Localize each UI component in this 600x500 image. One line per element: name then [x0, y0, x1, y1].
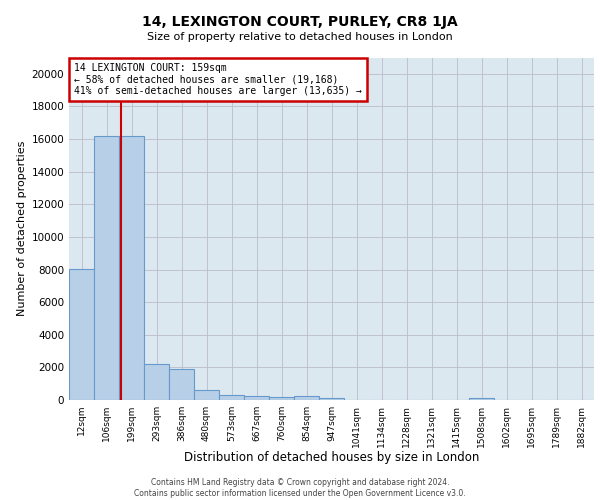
Text: 14 LEXINGTON COURT: 159sqm
← 58% of detached houses are smaller (19,168)
41% of : 14 LEXINGTON COURT: 159sqm ← 58% of deta… — [74, 62, 362, 96]
Bar — [269, 397, 294, 400]
Bar — [169, 369, 194, 400]
Y-axis label: Number of detached properties: Number of detached properties — [17, 141, 27, 316]
Bar — [319, 398, 344, 400]
Bar — [244, 396, 269, 400]
X-axis label: Distribution of detached houses by size in London: Distribution of detached houses by size … — [184, 451, 479, 464]
Bar — [469, 398, 494, 400]
Text: Contains HM Land Registry data © Crown copyright and database right 2024.
Contai: Contains HM Land Registry data © Crown c… — [134, 478, 466, 498]
Bar — [94, 136, 119, 400]
Bar — [194, 390, 219, 400]
Text: 14, LEXINGTON COURT, PURLEY, CR8 1JA: 14, LEXINGTON COURT, PURLEY, CR8 1JA — [142, 15, 458, 29]
Bar — [119, 136, 144, 400]
Bar — [144, 364, 169, 400]
Text: Size of property relative to detached houses in London: Size of property relative to detached ho… — [147, 32, 453, 42]
Bar — [69, 268, 94, 400]
Bar — [219, 395, 244, 400]
Bar — [294, 396, 319, 400]
